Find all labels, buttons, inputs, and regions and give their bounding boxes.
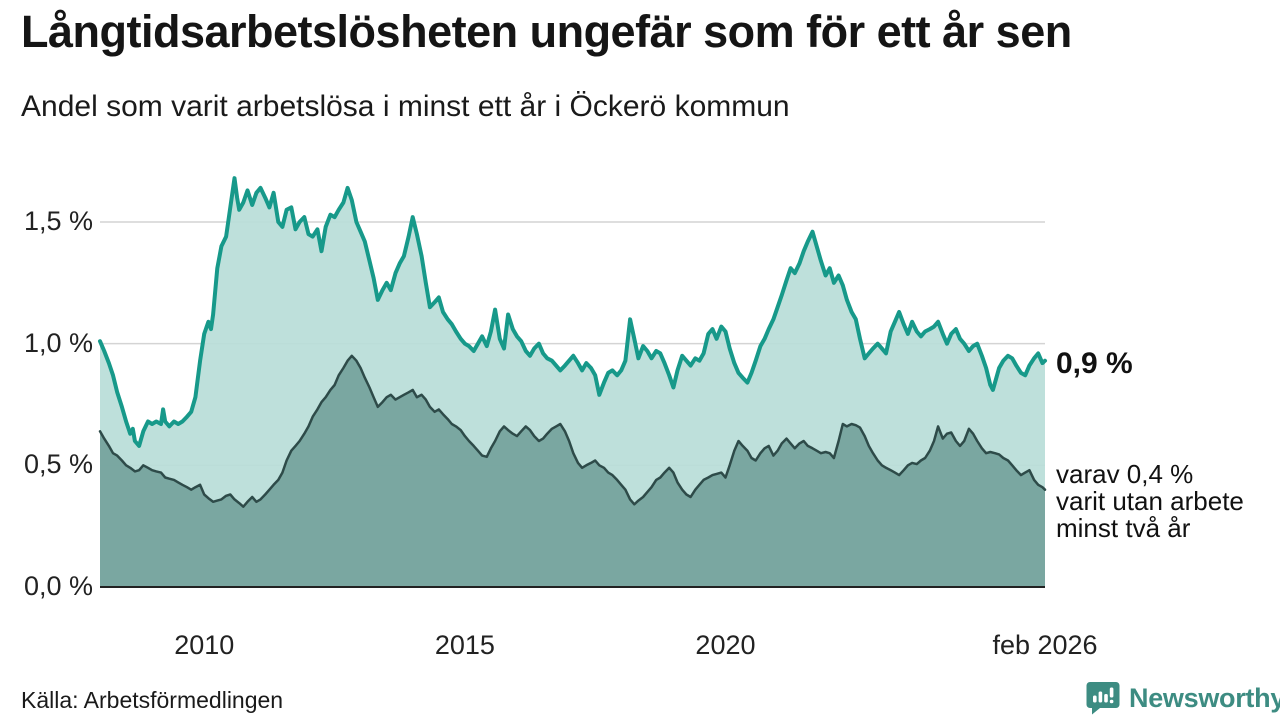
x-tick-label: 2020 — [695, 630, 756, 660]
latest-value-label: 0,9 % — [1056, 347, 1133, 380]
y-tick-label: 1,5 % — [23, 206, 93, 236]
newsworthy-logo: Newsworthy — [1086, 681, 1280, 715]
newsworthy-logo-text: Newsworthy — [1129, 682, 1280, 713]
area-fill — [100, 355, 1045, 587]
y-tick-label: 1,0 % — [23, 327, 93, 358]
x-tick-label: feb 2026 — [992, 630, 1098, 660]
series-line — [98, 354, 1047, 508]
x-tick-label: 2010 — [174, 630, 235, 660]
secondary-value-annotation: varav 0,4 % varit utan arbete minst två … — [1056, 461, 1244, 542]
annotation-line: varit utan arbete — [1056, 486, 1244, 516]
y-tick-label: 0,5 % — [23, 449, 93, 480]
page-title: Långtidsarbetslösheten ungefär som för e… — [21, 6, 1072, 57]
x-tick-label: 2015 — [434, 630, 495, 660]
series-line — [98, 176, 1047, 448]
annotation-line: varav 0,4 % — [1056, 459, 1194, 489]
chart-subtitle: Andel som varit arbetslösa i minst ett å… — [21, 90, 790, 123]
newsworthy-logo-icon — [1086, 682, 1120, 715]
annotation-line: minst två år — [1056, 513, 1191, 543]
y-tick-label: 0,0 % — [23, 571, 93, 601]
source-credit: Källa: Arbetsförmedlingen — [21, 687, 284, 713]
